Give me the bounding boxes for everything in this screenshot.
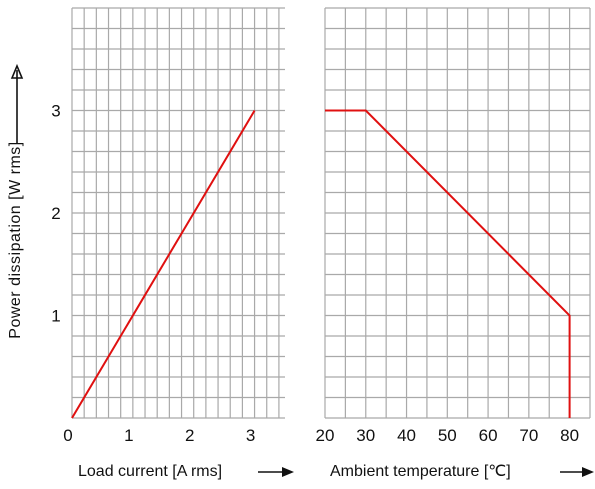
x-tick-label: 50 (438, 426, 457, 445)
y-axis-label: Power dissipation [W rms] (7, 141, 24, 338)
y-axis-arrowhead (10, 63, 24, 79)
left-x-tick-labels: 0 1 2 3 (63, 426, 255, 445)
right-x-axis-label: Ambient temperature [℃] (330, 463, 511, 480)
x-tick-label: 40 (397, 426, 416, 445)
x-tick-label: 0 (63, 426, 72, 445)
left-x-axis-arrowhead (282, 467, 294, 477)
load-current-curve (71, 109, 256, 419)
y-tick-labels: 1 2 3 (51, 102, 60, 326)
x-tick-label: 1 (124, 426, 133, 445)
right-x-axis-arrowhead (582, 467, 594, 477)
x-tick-label: 30 (356, 426, 375, 445)
left-x-axis-label: Load current [A rms] (78, 463, 222, 480)
left-chart-grid (71, 7, 285, 419)
chart-curves (71, 109, 571, 419)
x-tick-label: 3 (246, 426, 255, 445)
y-tick-label: 2 (51, 204, 60, 223)
ambient-temperature-curve (325, 109, 571, 418)
x-tick-label: 70 (519, 426, 538, 445)
x-tick-label: 80 (560, 426, 579, 445)
y-tick-label: 3 (51, 102, 60, 121)
y-tick-label: 1 (51, 307, 60, 326)
x-tick-label: 60 (479, 426, 498, 445)
x-tick-label: 20 (316, 426, 335, 445)
x-tick-label: 2 (185, 426, 194, 445)
right-x-tick-labels: 20 30 40 50 60 70 80 (316, 426, 580, 445)
right-chart-grid (324, 7, 591, 419)
